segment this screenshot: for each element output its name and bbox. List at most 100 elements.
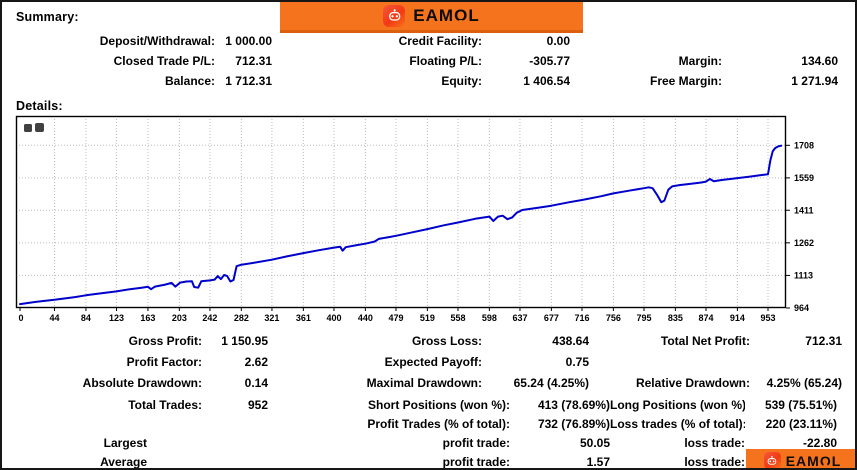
stat-label: [570, 31, 722, 51]
x-tick-label: 598: [482, 313, 497, 323]
stat-value: 1 150.95: [221, 334, 268, 348]
stat-value: [750, 352, 842, 373]
stat-value: 952: [247, 398, 268, 412]
stat-value: 732 (76.89%): [537, 417, 610, 431]
x-tick-label: 84: [81, 313, 91, 323]
stat-value: 413 (78.69%): [537, 398, 610, 412]
stat-value: 1 406.54: [523, 74, 570, 88]
x-tick-label: 44: [50, 313, 60, 323]
x-tick-label: 163: [140, 313, 155, 323]
stat-label: Equity:: [441, 74, 482, 88]
stat-value: 4.25% (65.24): [766, 376, 842, 390]
stat-label: Gross Profit:: [128, 334, 202, 348]
stat-label: Gross Loss:: [411, 334, 482, 348]
stat-label: Margin:: [678, 54, 722, 68]
stat-label: Credit Facility:: [398, 34, 482, 48]
stat-value: [722, 31, 838, 51]
stat-label: Expected Payoff:: [384, 355, 482, 369]
stat-label: [2, 415, 202, 434]
y-tick-label: 1559: [794, 173, 814, 183]
x-tick-label: 874: [698, 313, 713, 323]
balance-chart-svg: 964 1113 1262 1411 1559 1708 0 44 84 123 163 203 242…: [15, 115, 814, 323]
summary-grid: Deposit/Withdrawal: 1 000.00 Credit Facili…: [2, 31, 838, 91]
balance-chart: 964 1113 1262 1411 1559 1708 0 44 84 123 163 203 242…: [15, 115, 846, 333]
stat-label: Short Positions (won %):: [368, 398, 510, 412]
x-tick-label: 835: [668, 313, 683, 323]
stat-value: 438.64: [552, 334, 589, 348]
stat-label: loss trade:: [684, 455, 745, 469]
trades-grid: Total Trades: 952 Short Positions (won %):…: [2, 396, 837, 469]
stat-value: 65.24 (4.25%): [513, 376, 589, 390]
stat-value: 712.31: [235, 54, 272, 68]
x-tick-label: 282: [234, 313, 249, 323]
stat-label: Profit Trades (% of total):: [367, 417, 510, 431]
x-tick-label: 242: [202, 313, 217, 323]
x-tick-label: 519: [420, 313, 435, 323]
stat-label: Free Margin:: [649, 74, 722, 88]
stat-value: -22.80: [802, 436, 837, 450]
stat-value: 2.62: [244, 355, 268, 369]
brand-name: EAM O L: [413, 6, 480, 25]
stat-label: Relative Drawdown:: [635, 376, 750, 390]
stat-label: loss trade:: [684, 436, 745, 450]
x-tick-label: 0: [18, 313, 23, 323]
stat-value: 50.05: [579, 436, 610, 450]
stat-value: 134.60: [801, 54, 838, 68]
stat-value: [202, 453, 268, 468]
brand-banner-top: EAM O L: [280, 2, 583, 33]
x-tick-label: 914: [730, 313, 745, 323]
x-tick-label: 440: [358, 313, 373, 323]
x-tick-label: 953: [760, 313, 775, 323]
balance-line: [19, 144, 783, 306]
plot-border: [15, 115, 787, 309]
stat-label: Maximal Drawdown:: [366, 376, 482, 390]
x-tick-label: 716: [574, 313, 589, 323]
stat-value: 539 (75.51%): [764, 398, 837, 412]
stat-value: 220 (23.11%): [765, 417, 837, 431]
stat-label: Average: [100, 455, 147, 469]
stat-label: Closed Trade P/L:: [113, 54, 215, 68]
x-tick-label: 479: [388, 313, 403, 323]
x-tick-label: 677: [544, 313, 559, 323]
stat-value: 0.14: [244, 376, 268, 390]
stat-label: Absolute Drawdown:: [82, 376, 202, 390]
stat-value: 0.75: [565, 355, 589, 369]
y-tick-label: 1262: [794, 238, 814, 248]
stats-grid: Gross Profit: 1 150.95 Gross Loss: 438.64 To…: [2, 331, 842, 394]
stat-value: 712.31: [805, 334, 842, 348]
x-tick-label: 321: [264, 313, 279, 323]
x-tick-label: 795: [636, 313, 651, 323]
stat-value: [202, 434, 268, 453]
stat-label: Total Net Profit:: [660, 334, 750, 348]
y-tick-label: 1411: [794, 205, 814, 215]
stat-label: Loss trades (% of total):: [610, 417, 745, 431]
brand-banner-bottom: EAM O L: [746, 449, 855, 469]
stat-value: -305.77: [529, 54, 570, 68]
details-heading: Details:: [16, 99, 63, 113]
x-tick-label: 203: [172, 313, 187, 323]
x-tick-label: 558: [450, 313, 465, 323]
stat-label: Largest: [103, 436, 147, 450]
stat-value: 1 000.00: [225, 34, 272, 48]
stat-label: profit trade:: [442, 455, 510, 469]
x-tick-label: 361: [296, 313, 311, 323]
chart-watermark: [24, 124, 32, 132]
stat-value: 0.00: [546, 34, 570, 48]
x-tick-label: 123: [109, 313, 124, 323]
x-tick-label: 400: [326, 313, 341, 323]
stat-value: 1.57: [586, 455, 610, 469]
stat-label: Deposit/Withdrawal:: [99, 34, 215, 48]
stat-value: 1 271.94: [791, 74, 838, 88]
summary-heading: Summary:: [16, 10, 79, 24]
stat-value: 1 712.31: [225, 74, 272, 88]
eamol-robot-icon: [383, 5, 406, 27]
stat-value: [202, 415, 268, 434]
brand-name: EAM O L: [785, 452, 842, 469]
stat-label: Total Trades:: [128, 398, 202, 412]
stat-label: Profit Factor:: [126, 355, 202, 369]
stat-label: profit trade:: [442, 436, 510, 450]
y-tick-label: 964: [794, 303, 809, 313]
stat-label: Long Positions (won %):: [610, 398, 745, 412]
stat-label: Floating P/L:: [409, 54, 482, 68]
